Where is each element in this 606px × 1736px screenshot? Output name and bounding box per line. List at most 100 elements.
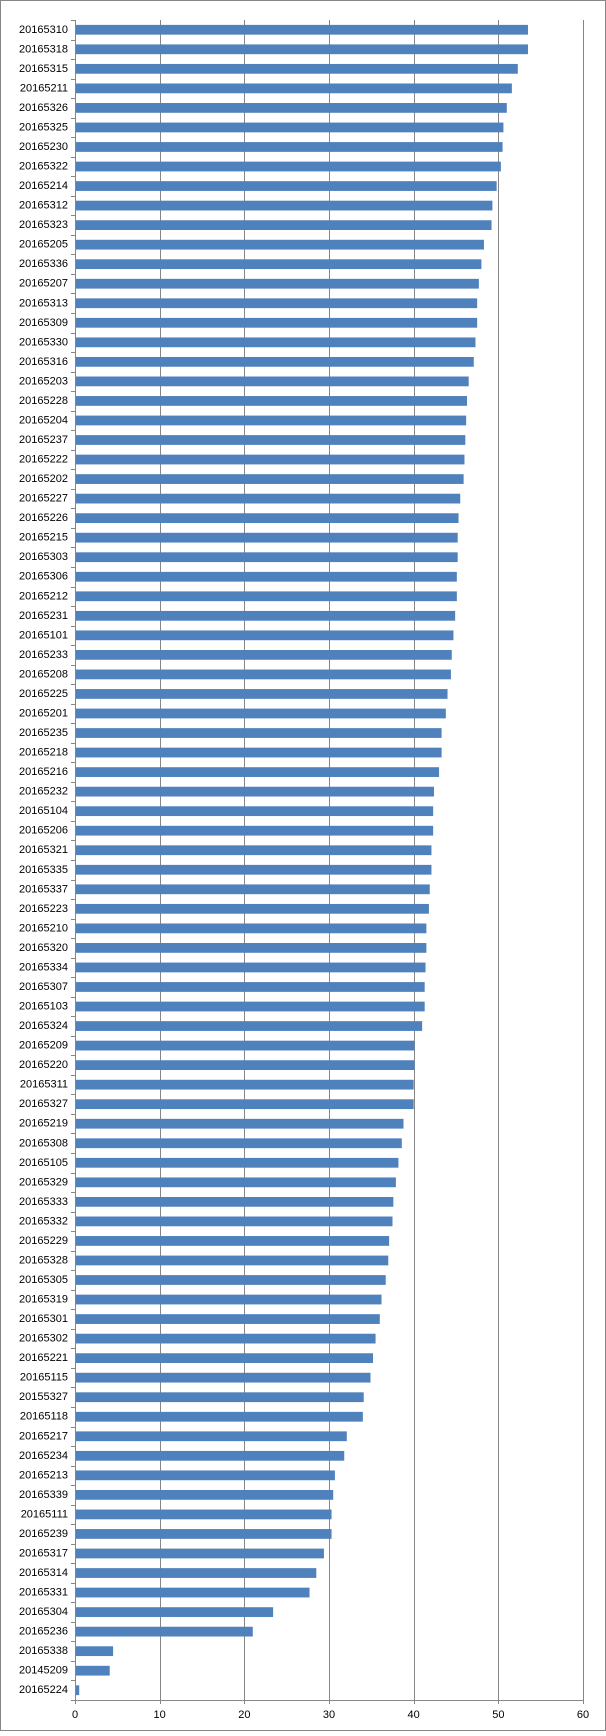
category-label: 20145209 [19, 1665, 68, 1677]
bar [75, 1001, 425, 1012]
category-label: 20165233 [19, 649, 68, 661]
x-tick-label: 40 [408, 1709, 420, 1721]
category-label: 20165210 [19, 922, 68, 934]
bar [75, 571, 457, 582]
category-label: 20165237 [19, 434, 68, 446]
bar [75, 220, 492, 230]
bar [75, 1353, 374, 1364]
bar [75, 474, 464, 484]
x-tick-label: 10 [154, 1709, 166, 1721]
bar [75, 962, 426, 973]
category-label: 20165206 [19, 825, 68, 837]
bar [75, 278, 479, 289]
bar [75, 1646, 114, 1657]
category-label: 20165311 [20, 1079, 68, 1091]
category-label: 20165323 [19, 219, 68, 231]
bar [75, 1118, 404, 1129]
x-tick-label: 30 [323, 1709, 335, 1721]
category-label: 20165316 [19, 356, 68, 368]
bar [75, 142, 503, 152]
category-label: 20165205 [19, 239, 68, 251]
bar [75, 610, 456, 621]
bar [75, 1021, 423, 1031]
category-label: 20165111 [21, 1508, 68, 1520]
bar [75, 767, 440, 777]
category-label: 20165308 [19, 1137, 68, 1149]
x-tick-label: 60 [577, 1709, 589, 1721]
x-tick-label: 0 [72, 1709, 78, 1721]
bar [75, 1665, 110, 1676]
category-label: 20165335 [19, 864, 68, 876]
bar [75, 1294, 382, 1305]
category-labels: 20165310 20165318 20165315 20165211 20165326… [19, 24, 68, 1696]
bar [75, 161, 501, 172]
bar [75, 1157, 399, 1168]
category-label: 20165314 [19, 1567, 68, 1579]
category-label: 20165330 [19, 336, 68, 348]
category-label: 20165209 [19, 1040, 68, 1052]
category-label: 20165214 [19, 180, 68, 192]
bar [75, 806, 434, 817]
bar [75, 317, 478, 328]
bar [75, 1079, 414, 1090]
category-label: 20165226 [19, 512, 68, 524]
category-label: 20165301 [19, 1313, 68, 1325]
category-label: 20165315 [19, 63, 68, 75]
bar [75, 1040, 415, 1051]
category-label: 20165320 [19, 942, 68, 954]
x-tick-label: 50 [492, 1709, 504, 1721]
category-label: 20165338 [19, 1645, 68, 1657]
category-label: 20155327 [19, 1391, 68, 1403]
bar [75, 1314, 380, 1324]
bar [75, 24, 528, 35]
category-label: 20165309 [19, 317, 68, 329]
category-label: 20165239 [19, 1528, 68, 1540]
bar [75, 1372, 371, 1383]
category-label: 20165212 [19, 590, 68, 602]
bar [75, 63, 518, 74]
category-label: 20165325 [19, 121, 68, 133]
bar [75, 83, 512, 94]
category-label: 20165211 [20, 82, 68, 94]
bar [75, 1099, 414, 1110]
bar [75, 669, 451, 680]
category-label: 20165317 [19, 1547, 68, 1559]
category-label: 20165224 [19, 1684, 68, 1696]
bar [75, 845, 432, 856]
bars [75, 24, 528, 1696]
category-label: 20165302 [19, 1333, 68, 1345]
bar [75, 903, 429, 914]
bar [75, 1275, 386, 1285]
category-label: 20165303 [19, 551, 68, 563]
bar [75, 532, 458, 543]
category-label: 20165328 [19, 1254, 68, 1266]
bar [75, 1568, 317, 1578]
bar [75, 1177, 396, 1188]
bar [75, 825, 434, 836]
category-label: 20165234 [19, 1450, 68, 1462]
category-label: 20165213 [19, 1469, 68, 1481]
category-label: 20165332 [19, 1215, 68, 1227]
category-label: 20165201 [19, 707, 68, 719]
bar [75, 943, 427, 953]
bar [75, 259, 482, 270]
bar [75, 650, 452, 660]
category-label: 20165221 [19, 1352, 68, 1364]
category-label: 20165229 [19, 1235, 68, 1247]
category-label: 20165236 [19, 1626, 68, 1638]
bar [75, 1333, 376, 1344]
category-label: 20165318 [19, 43, 68, 55]
bar [75, 1490, 334, 1500]
category-label: 20165337 [19, 883, 68, 895]
bar [75, 181, 497, 191]
category-label: 20165104 [19, 805, 68, 817]
bar [75, 376, 469, 387]
category-label: 20165222 [19, 454, 68, 466]
category-label: 20165321 [19, 844, 68, 856]
category-label: 20165322 [19, 161, 68, 173]
bar [75, 786, 434, 797]
category-label: 20165312 [19, 200, 68, 212]
bar [75, 298, 478, 309]
